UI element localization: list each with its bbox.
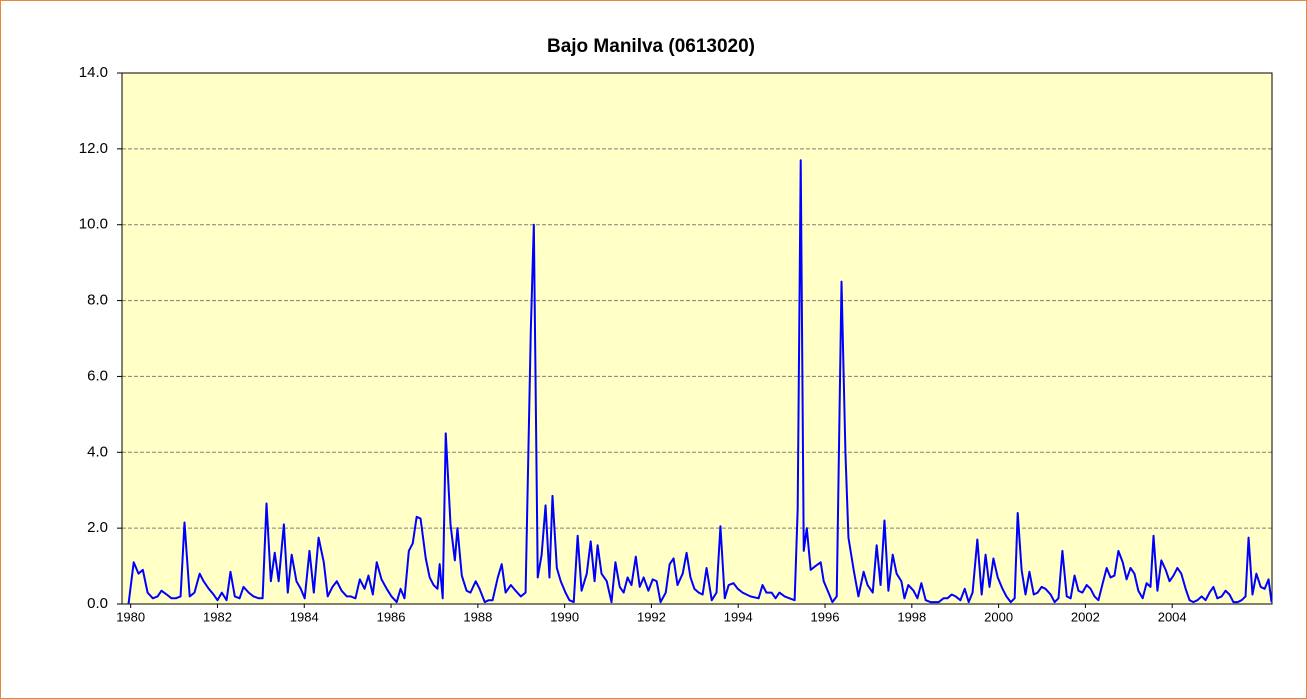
chart-title: Bajo Manilva (0613020) (547, 36, 755, 57)
x-tick-label: 1980 (116, 609, 145, 624)
y-tick-label: 0.0 (87, 595, 108, 612)
data-line (127, 159, 1273, 605)
y-tick-label: 14.0 (79, 64, 108, 81)
y-tick-label: 4.0 (87, 443, 108, 460)
x-tick-label: 1996 (811, 609, 840, 624)
y-tick-label: 12.0 (79, 140, 108, 157)
x-tick-label: 1994 (724, 609, 753, 624)
x-tick-label: 1988 (463, 609, 492, 624)
y-tick-label: 2.0 (87, 519, 108, 536)
plot-area (122, 73, 1272, 604)
x-tick-label: 1984 (290, 609, 319, 624)
x-tick-label: 1986 (377, 609, 406, 624)
x-tick-label: 1992 (637, 609, 666, 624)
y-tick-label: 8.0 (87, 292, 108, 309)
x-tick-label: 2004 (1158, 609, 1187, 624)
plot-border (121, 72, 1273, 605)
x-tick-label: 2000 (984, 609, 1013, 624)
y-tick-label: 6.0 (87, 367, 108, 384)
x-tick-label: 2002 (1071, 609, 1100, 624)
x-tick-label: 1998 (897, 609, 926, 624)
y-tick-label: 10.0 (79, 216, 108, 233)
x-tick-label: 1982 (203, 609, 232, 624)
x-tick-label: 1990 (550, 609, 579, 624)
